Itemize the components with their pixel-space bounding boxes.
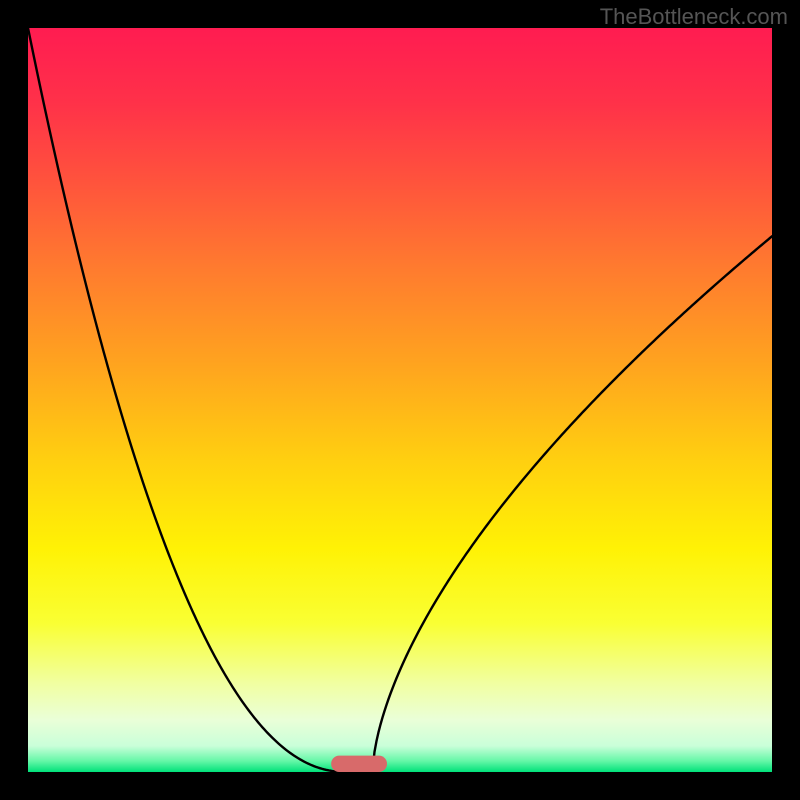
plot-svg [28,28,772,772]
gradient-background [28,28,772,772]
plot-area [28,28,772,772]
watermark-text: TheBottleneck.com [600,4,788,30]
chart-frame: TheBottleneck.com [0,0,800,800]
valley-marker [331,756,387,772]
